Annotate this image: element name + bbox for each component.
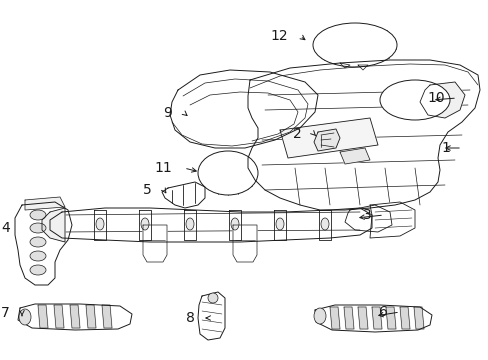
Text: 9: 9 xyxy=(163,106,172,120)
Polygon shape xyxy=(70,305,80,328)
Ellipse shape xyxy=(30,237,46,247)
Polygon shape xyxy=(413,307,423,329)
Polygon shape xyxy=(38,305,48,328)
Polygon shape xyxy=(314,305,431,332)
Polygon shape xyxy=(162,182,204,208)
Text: 5: 5 xyxy=(143,183,152,197)
Ellipse shape xyxy=(275,218,284,230)
Text: 11: 11 xyxy=(154,161,172,175)
Polygon shape xyxy=(345,205,391,232)
Polygon shape xyxy=(25,197,65,210)
Text: 8: 8 xyxy=(186,311,195,325)
Ellipse shape xyxy=(198,151,258,195)
Ellipse shape xyxy=(141,218,149,230)
Polygon shape xyxy=(15,202,72,285)
Ellipse shape xyxy=(30,251,46,261)
Text: 3: 3 xyxy=(363,208,371,222)
Ellipse shape xyxy=(30,210,46,220)
Polygon shape xyxy=(54,305,64,328)
Ellipse shape xyxy=(313,308,325,324)
Polygon shape xyxy=(198,292,224,340)
Polygon shape xyxy=(280,118,377,158)
Polygon shape xyxy=(339,63,349,68)
Polygon shape xyxy=(369,202,414,238)
Polygon shape xyxy=(102,305,112,328)
Text: 7: 7 xyxy=(1,306,10,320)
Polygon shape xyxy=(18,304,132,330)
Text: 2: 2 xyxy=(293,127,302,141)
Ellipse shape xyxy=(379,80,449,120)
Polygon shape xyxy=(357,307,367,329)
Polygon shape xyxy=(42,208,65,242)
Polygon shape xyxy=(329,307,339,329)
Polygon shape xyxy=(313,129,339,151)
Ellipse shape xyxy=(30,223,46,233)
Polygon shape xyxy=(232,225,257,262)
Text: 6: 6 xyxy=(378,305,387,319)
Polygon shape xyxy=(357,65,367,70)
Ellipse shape xyxy=(312,23,396,67)
Polygon shape xyxy=(170,70,317,148)
Ellipse shape xyxy=(19,309,31,325)
Ellipse shape xyxy=(230,218,239,230)
Polygon shape xyxy=(419,82,464,118)
Text: 4: 4 xyxy=(1,221,10,235)
Polygon shape xyxy=(50,208,371,242)
Polygon shape xyxy=(371,307,381,329)
Polygon shape xyxy=(385,307,395,329)
Ellipse shape xyxy=(207,293,218,303)
Text: 1: 1 xyxy=(440,141,449,155)
Polygon shape xyxy=(142,225,167,262)
Polygon shape xyxy=(86,305,96,328)
Text: 12: 12 xyxy=(270,29,287,43)
Polygon shape xyxy=(399,307,409,329)
Polygon shape xyxy=(343,307,353,329)
Ellipse shape xyxy=(30,265,46,275)
Polygon shape xyxy=(247,60,479,210)
Text: 10: 10 xyxy=(427,91,444,105)
Ellipse shape xyxy=(185,218,194,230)
Polygon shape xyxy=(339,148,369,164)
Ellipse shape xyxy=(96,218,104,230)
Ellipse shape xyxy=(320,218,328,230)
